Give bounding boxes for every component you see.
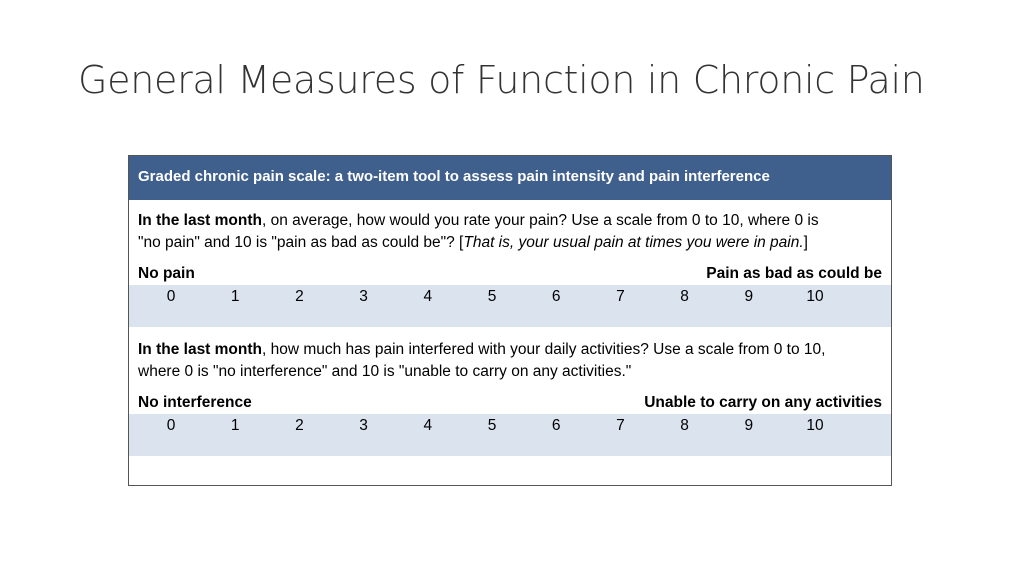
scale-2-value-10: 10 [806,417,824,434]
q2-scale-row: 0 1 2 3 4 5 6 7 8 9 10 [129,414,891,456]
scale-2-value-2: 2 [295,417,304,434]
q1-anchor-right: Pain as bad as could be [706,265,882,282]
scale-1-value-7: 7 [616,288,625,305]
scale-1-value-2: 2 [295,288,304,305]
scale-1-value-5: 5 [487,288,497,305]
scale-2-value-1: 1 [230,417,240,434]
q1-line2-start: "no pain" and 10 is "pain as bad as coul… [138,234,464,251]
pain-scale-table: Graded chronic pain scale: a two-item to… [128,155,892,486]
q2-anchor-left: No interference [138,394,252,411]
table-header: Graded chronic pain scale: a two-item to… [129,156,891,200]
scale-2-value-6: 6 [551,417,561,434]
scale-2-value-4: 4 [423,417,433,434]
scale-2-value-3: 3 [359,417,368,434]
scale-1-value-6: 6 [551,288,561,305]
q1-bold-lead: In the last month [138,212,262,229]
scale-2-value-5: 5 [487,417,497,434]
q2-line1: , how much has pain interfered with your… [262,341,826,358]
q2-anchor-right: Unable to carry on any activities [644,394,882,411]
q2-line2: where 0 is "no interference" and 10 is "… [138,363,632,380]
scale-1-value-0: 0 [166,288,176,305]
q2-bold-lead: In the last month [138,341,262,358]
scale-1-value-1: 1 [230,288,240,305]
q1-line1: , on average, how would you rate your pa… [262,212,819,229]
scale-2-value-0: 0 [166,417,176,434]
question-1: In the last month, on average, how would… [129,210,891,254]
q1-anchor-left: No pain [138,265,195,282]
q1-line2-end: ] [803,234,808,251]
scale-2-value-8: 8 [680,417,689,434]
q2-anchors: No interference Unable to carry on any a… [129,393,891,413]
scale-1-value-3: 3 [359,288,368,305]
q1-anchors: No pain Pain as bad as could be [129,264,891,284]
scale-1-value-8: 8 [680,288,689,305]
q1-line2-italic: That is, your usual pain at times you we… [463,234,804,251]
q1-scale-row: 0 1 2 3 4 5 6 7 8 9 10 [129,285,891,327]
scale-1-value-4: 4 [423,288,433,305]
scale-2-value-9: 9 [744,417,754,434]
question-2: In the last month, how much has pain int… [129,339,891,383]
scale-1-value-9: 9 [744,288,754,305]
scale-2-value-7: 7 [616,417,625,434]
slide-title: General Measures of Function in Chronic … [78,58,925,102]
scale-1-value-10: 10 [806,288,824,305]
